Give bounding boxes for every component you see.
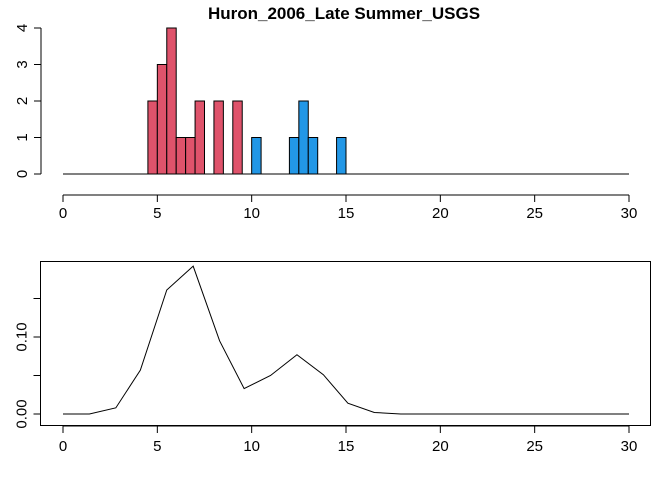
histogram-x-tick-label: 10: [243, 205, 260, 222]
histogram-y-tick-label: 0: [14, 170, 31, 178]
histogram-panel: 0 5 10 15 20 25 30 0 1 2 3 4: [14, 24, 637, 222]
histogram-y-tick-label: 1: [14, 133, 31, 141]
histogram-bar: [298, 100, 309, 175]
histogram-title: Huron_2006_Late Summer_USGS: [208, 4, 480, 23]
density-x-tick-label: 5: [153, 438, 161, 455]
histogram-bar: [175, 137, 187, 175]
density-y-tick-label: 0.10: [14, 322, 31, 351]
histogram-x-tick-label: 25: [526, 205, 543, 222]
density-x-tick-label: 0: [59, 438, 67, 455]
density-x-tick-label: 30: [621, 438, 638, 455]
density-y-tick-label: 0.00: [14, 399, 31, 428]
histogram-x-tick-label: 20: [432, 205, 449, 222]
histogram-y-tick-label: 4: [14, 24, 31, 32]
histogram-bar: [185, 137, 196, 175]
histogram-bar: [307, 137, 319, 175]
histogram-bar: [213, 100, 224, 175]
histogram-y-tick-label: 3: [14, 60, 31, 68]
histogram-bar: [288, 137, 300, 175]
density-x-tick-label: 15: [338, 438, 355, 455]
histogram-bar: [166, 27, 177, 175]
histogram-bar: [232, 100, 243, 175]
density-line: [63, 265, 629, 415]
density-x-tick-label: 20: [432, 438, 449, 455]
histogram-x-tick-label: 30: [621, 205, 638, 222]
histogram-bar: [251, 137, 262, 175]
histogram-bar: [336, 137, 347, 175]
density-x-tick-label: 10: [243, 438, 260, 455]
histogram-bar: [147, 100, 158, 175]
histogram-bar: [156, 64, 168, 175]
histogram-x-tick-label: 15: [338, 205, 355, 222]
histogram-y-tick-label: 2: [14, 97, 31, 105]
density-panel: 0 5 10 15 20 25 30 0.00 0.10: [14, 261, 651, 455]
density-x-tick-label: 25: [526, 438, 543, 455]
histogram-x-tick-label: 5: [153, 205, 161, 222]
histogram-x-tick-label: 0: [59, 205, 67, 222]
histogram-bar: [194, 100, 205, 175]
